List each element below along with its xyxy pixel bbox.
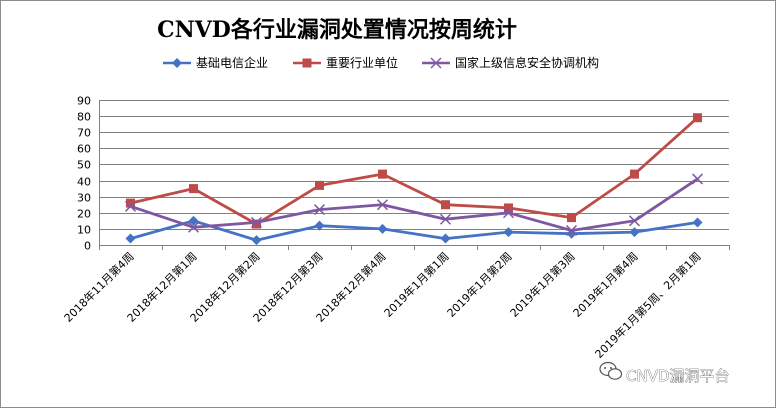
data-point <box>439 213 452 225</box>
data-point <box>567 213 576 223</box>
data-point <box>692 217 703 228</box>
data-point <box>377 223 388 234</box>
y-tick-label: 90 <box>77 95 91 108</box>
legend-item: 基础电信企业 <box>163 55 268 70</box>
data-point <box>250 216 263 228</box>
legend: 基础电信企业 重要行业单位 国家上级信息安全协调机构 <box>163 55 599 70</box>
data-point <box>440 233 451 244</box>
watermark-text: CNVD漏洞平台 <box>626 367 730 385</box>
data-point <box>187 221 200 233</box>
data-point <box>124 200 137 212</box>
data-point <box>502 207 515 219</box>
data-point <box>314 220 325 231</box>
series-group <box>124 113 704 246</box>
series-line <box>130 116 699 226</box>
y-tick-label: 40 <box>77 176 91 189</box>
data-point <box>441 200 450 210</box>
data-point <box>315 180 324 190</box>
legend-label: 基础电信企业 <box>196 55 268 70</box>
legend-item: 国家上级信息安全协调机构 <box>422 55 599 70</box>
y-tick-label: 0 <box>84 240 91 253</box>
y-tick-label: 30 <box>77 192 91 205</box>
data-point <box>503 227 514 238</box>
y-tick-label: 60 <box>77 143 91 156</box>
data-point <box>691 173 704 185</box>
data-point <box>629 227 640 238</box>
legend-item: 重要行业单位 <box>293 55 398 70</box>
series-line <box>130 177 699 232</box>
legend-marker <box>302 58 312 68</box>
data-point <box>378 169 387 179</box>
data-point <box>189 184 198 194</box>
wechat-icon <box>599 361 623 380</box>
y-tick-label: 70 <box>77 127 91 140</box>
data-point <box>630 169 639 179</box>
data-point <box>251 235 262 246</box>
y-tick-label: 50 <box>77 159 91 172</box>
y-axis-ticks: 0 10 20 30 40 50 60 70 80 90 <box>77 95 91 253</box>
data-point <box>125 233 136 244</box>
data-point <box>313 204 326 216</box>
series-2 <box>126 113 702 229</box>
data-point <box>188 215 199 226</box>
data-point <box>693 113 702 123</box>
legend-marker <box>430 57 442 69</box>
data-point <box>628 215 641 227</box>
data-point <box>376 199 389 211</box>
legend-label: 国家上级信息安全协调机构 <box>455 55 599 70</box>
chart-title: CNVD各行业漏洞处置情况按周统计 <box>157 17 517 43</box>
series-line <box>130 219 698 242</box>
series-3 <box>124 173 704 237</box>
data-point <box>126 198 135 208</box>
series-1 <box>125 215 703 246</box>
data-point <box>504 203 513 213</box>
legend-label: 重要行业单位 <box>326 55 398 70</box>
y-tick-label: 10 <box>77 224 91 237</box>
data-point <box>252 219 261 229</box>
legend-marker <box>172 58 182 68</box>
watermark: CNVD漏洞平台 <box>599 361 730 385</box>
data-point <box>565 224 578 237</box>
axes <box>99 100 730 250</box>
y-tick-label: 80 <box>77 111 91 124</box>
y-tick-label: 20 <box>77 208 91 221</box>
